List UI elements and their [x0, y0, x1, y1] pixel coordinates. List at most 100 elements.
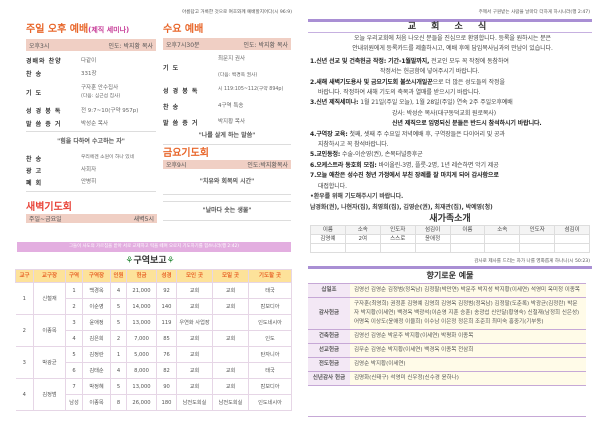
parish-number: 1 — [15, 282, 34, 315]
table-cell: 남전도회실 — [212, 394, 249, 411]
table-cell: 5 — [110, 314, 127, 331]
news-line: 5.교인동정: 수술-이순영(권), 손목터널증후군 — [310, 150, 595, 160]
divider — [308, 416, 586, 417]
table-cell: 4 — [110, 282, 127, 299]
daily-bread-title: "날마다 솟는 생물" — [202, 207, 252, 214]
table-cell: 6 — [65, 362, 83, 379]
sprout-icon: ⚘ — [166, 256, 175, 266]
table-cell — [414, 243, 451, 253]
news-line: 6.오케스트라 동호회 모집: 바이올린-3명, 플룻-2명, 1년 레슨하면 … — [310, 161, 595, 171]
divider — [26, 131, 156, 132]
offering-names: 김무순 김영순 박지황(이세연) 백경옥 이종목 전삼희 — [350, 343, 586, 358]
order-label: 성 경 봉 독 — [26, 108, 62, 115]
order-label: 찬 송 — [163, 103, 180, 111]
offering-row: 전도헌금 김영순 박지황(이세연) — [308, 357, 586, 372]
table-cell — [310, 243, 346, 253]
table-cell — [212, 314, 249, 331]
order-row: 찬 송 4구역 특송 — [163, 98, 291, 114]
district-report-table: 교구 교구장 구역 구역장 인원 헌금 성경 모인 곳 모일 곳 기도할 곳 1 신철재 1 백경옥 4 2… — [15, 269, 292, 411]
table-cell: 92 — [156, 282, 177, 299]
verse-top-left: 아름답고 거룩한 것으로 여호와께 예배할지어다(시 96:9) — [182, 10, 292, 15]
order-label: 기 도 — [26, 89, 43, 97]
order-label: 폐 회 — [26, 179, 43, 187]
table-cell: 140 — [156, 298, 177, 315]
table-cell — [519, 243, 556, 253]
table-cell: 윤애정 — [414, 234, 451, 244]
order-value: 박성순 목사 — [81, 120, 109, 127]
parish-leader: 이종목 — [33, 314, 66, 347]
news-line: 2.새해 새벽기도용사 및 금요기도회 불쏘시개일꾼으로 더 많은 성도들의 작… — [310, 78, 595, 88]
parish-leader: 박광균 — [33, 346, 66, 379]
table-cell: 82 — [156, 362, 177, 379]
table-cell: 21,000 — [126, 282, 157, 299]
table-row: 남성 이종목 8 26,000 180 남전도회실 남전도회실 인도네시아 — [16, 394, 292, 411]
church-news: 오늘 우리교회에 처음 나오신 분들을 진심으로 환영합니다. 등록을 원하시는… — [310, 34, 595, 213]
table-cell: 남전도회실 — [176, 394, 213, 411]
order-row: 기 도 구자훈 안수집사 (다음: 심근섭 집사) — [26, 80, 156, 104]
table-cell: 5 — [110, 378, 127, 395]
dawn-prayer: 새벽기도회 주일~금요일 새벽5시 — [26, 201, 157, 223]
table-cell — [519, 234, 556, 244]
table-cell: 90 — [156, 378, 177, 395]
news-line: 신년 제직으로 임명되신 분들은 반드시 참석하시기 바랍니다. — [392, 120, 542, 128]
table-cell: 우연화 사업장 — [176, 314, 213, 331]
table-cell: 캄보디아 — [248, 378, 292, 395]
wednesday-service: 수요 예배 오후7시30분 인도: 박지황 목사 기 도 최문지 권사 (다음: 백경… — [163, 23, 291, 221]
scripture-banner: 그들이 사도의 가르침을 받아 서로 교제하고 떡을 떼며 오로지 기도하기를 … — [17, 242, 291, 252]
order-value: 전 9:7~10(구약 957p) — [81, 107, 139, 114]
news-heading: 7.오늘 애찬은 성수진 청년 가정에서 부친 장례를 잘 마치게 되어 감사함… — [310, 172, 499, 180]
order-row: 경배와 찬양 다같이 — [26, 54, 156, 67]
header-row: 교구 교구장 구역 구역장 인원 헌금 성경 모인 곳 모일 곳 기도할 곳 — [15, 269, 292, 283]
table-cell: 인도 — [248, 330, 292, 347]
sunday-time-bar: 오후3시 인도: 박지황 목사 — [26, 39, 156, 51]
news-item: 7.오늘 애찬은 성수진 청년 가정에서 부친 장례를 잘 마치게 되어 감사함… — [310, 171, 595, 192]
leader: 인도: 박지황 목사 — [243, 41, 288, 49]
column-header: 이름 — [310, 225, 346, 235]
offering-type: 감사헌금 — [308, 297, 350, 330]
order-value: 4구역 특송 — [218, 103, 244, 109]
order-row: 말 씀 증 거 박성순 목사 — [26, 117, 156, 130]
table-cell: 김태순 — [82, 362, 111, 379]
column-header: 기도할 곳 — [248, 269, 292, 283]
sunday-sermon-title: "힘을 다하여 수고하는 자" — [57, 138, 125, 145]
new-family-table: 이름 소속 인도자 섬김이 이름 소속 인도자 섬김이 김영예 2여 스스로 윤애정 — [310, 225, 590, 253]
column-header: 섬김이 — [554, 225, 590, 235]
prayer-names: 남경화(권), 나현자(집), 최영희(집), 김영순(권), 최재관(집), … — [310, 203, 493, 211]
table-cell — [344, 243, 381, 253]
offering-type: 십일조 — [308, 283, 350, 298]
table-cell: 탄자니아 — [248, 346, 292, 363]
offering-type: 건축헌금 — [308, 329, 350, 344]
news-line: 강사: 박성순 목사(대구동덕교회 원로목사) — [392, 109, 496, 117]
table-cell: 2 — [65, 298, 83, 315]
table-cell: 스스로 — [379, 234, 416, 244]
table-cell: 교회 — [212, 282, 249, 299]
sunday-service: 주일 오후 예배(제직 세미나) 오후3시 인도: 박지황 목사 경배와 찬양 다같… — [26, 23, 156, 192]
verse-mid-right: 감사로 제사를 드리는 자가 나를 영화롭게 하나니(시 50:23) — [474, 259, 590, 264]
order-row: 폐 회 안병히 — [26, 176, 156, 188]
table-cell — [212, 346, 249, 363]
news-line: 4.구역장 교육: 첫째, 셋째 주 수요일 저녁예배 후, 구역장들은 다이어… — [310, 130, 595, 140]
order-note: (다음: 심근섭 집사) — [81, 93, 121, 99]
divider — [163, 144, 291, 145]
district-report-title-text: 구역보고 — [133, 256, 167, 266]
sunday-subtitle: (제직 세미나) — [88, 26, 130, 34]
order-label: 광 고 — [26, 167, 43, 175]
table-cell: 13,000 — [126, 314, 157, 331]
table-cell: 4 — [110, 362, 127, 379]
news-item: 6.오케스트라 동호회 모집: 바이올린-3명, 플룻-2명, 1년 레슨하면 … — [310, 161, 595, 171]
parish-leader: 신철재 — [33, 282, 66, 315]
time: 오후3시 — [29, 42, 50, 50]
offering-row: 건축헌금 김영선 김영순 박문주 박지황(이세연) 박평화 이종목 — [308, 329, 586, 344]
table-cell: 4 — [65, 330, 83, 347]
column-header: 헌금 — [126, 269, 157, 283]
order-value: 구자훈 안수집사 — [81, 84, 119, 91]
table-cell: 태국 — [248, 282, 292, 299]
table-row: 2 이종목 3 윤애정 5 13,000 119 우연화 사업장 인도네시아 — [15, 314, 292, 347]
table-cell: 8,000 — [126, 362, 157, 379]
order-value: 사회자 — [81, 167, 97, 173]
table-cell: 인도네시아 — [248, 314, 292, 331]
table-cell — [449, 234, 486, 244]
table-cell: 교회 — [176, 330, 213, 347]
table-cell: 8 — [110, 394, 127, 411]
news-text: 첫째, 셋째 주 수요일 저녁예배 후, 구역장들은 다이어리 및 공과 — [347, 130, 505, 138]
